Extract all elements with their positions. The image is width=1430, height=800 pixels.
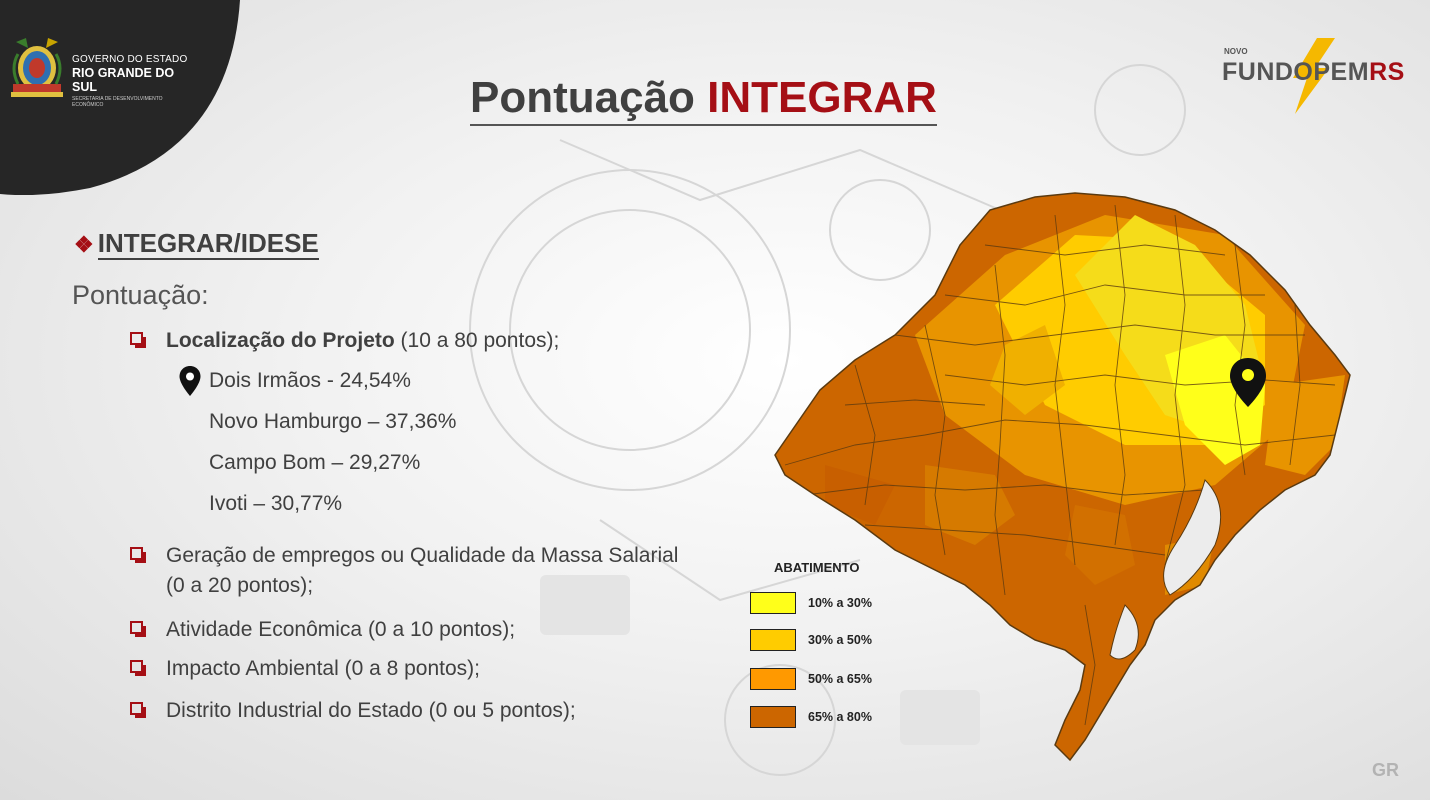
legend-swatch bbox=[750, 668, 796, 690]
map-pin-icon bbox=[1230, 358, 1266, 407]
fundopem-logo: NOVO FUNDOPEMRS bbox=[1222, 38, 1422, 118]
footer-mark: GR bbox=[1372, 760, 1399, 780]
list-item-localizacao: Localização do Projeto (10 a 80 pontos); bbox=[130, 326, 559, 356]
lightning-bolt-icon bbox=[1293, 38, 1335, 114]
header-corner-shape bbox=[0, 0, 240, 195]
brand-name: FUNDOPEMRS bbox=[1222, 58, 1405, 86]
legend-swatch bbox=[750, 592, 796, 614]
legend-label: 65% a 80% bbox=[808, 710, 872, 724]
list-item-atividade: Atividade Econômica (0 a 10 pontos); bbox=[130, 615, 515, 645]
item2-line1: Geração de empregos ou Qualidade da Mass… bbox=[166, 544, 679, 567]
title-main: Pontuação bbox=[470, 73, 708, 122]
pontuacao-label: Pontuação: bbox=[72, 280, 209, 310]
legend-label: 10% a 30% bbox=[808, 596, 872, 610]
legend-swatch bbox=[750, 629, 796, 651]
gov-line-2: RIO GRANDE DO SUL bbox=[72, 66, 175, 94]
checkbox-bullet-icon bbox=[130, 621, 146, 637]
legend-label: 30% a 50% bbox=[808, 633, 872, 647]
section-title: INTEGRAR/IDESE bbox=[97, 228, 319, 260]
item4-text: Impacto Ambiental (0 a 8 pontos); bbox=[166, 657, 481, 680]
gov-line-1: GOVERNO DO ESTADO bbox=[72, 54, 188, 65]
legend-title: ABATIMENTO bbox=[774, 560, 860, 575]
page-title: Pontuação INTEGRAR bbox=[470, 72, 937, 126]
brand-novo: NOVO bbox=[1224, 47, 1248, 56]
gov-line-3: SECRETARIA DE DESENVOLVIMENTO ECONÔMICO bbox=[72, 96, 163, 108]
item5-text: Distrito Industrial do Estado (0 ou 5 po… bbox=[166, 699, 576, 722]
city-novo-hamburgo: Novo Hamburgo – 37,36% bbox=[209, 410, 457, 433]
government-logo: GOVERNO DO ESTADO RIO GRANDE DO SUL SECR… bbox=[8, 34, 198, 114]
legend-swatch bbox=[750, 706, 796, 728]
legend-label: 50% a 65% bbox=[808, 672, 872, 686]
rs-state-map bbox=[774, 192, 1351, 762]
diamond-cluster-icon: ❖ bbox=[74, 232, 94, 257]
item3-text: Atividade Econômica (0 a 10 pontos); bbox=[166, 618, 516, 641]
city-dois-irmaos: Dois Irmãos - 24,54% bbox=[209, 369, 411, 392]
checkbox-bullet-icon bbox=[130, 660, 146, 676]
item1-bold: Localização do Projeto bbox=[166, 329, 395, 352]
checkbox-bullet-icon bbox=[130, 547, 146, 563]
checkbox-bullet-icon bbox=[130, 332, 146, 348]
map-pin-icon bbox=[179, 366, 201, 396]
section-heading: ❖ INTEGRAR/IDESE bbox=[74, 228, 319, 260]
title-highlight: INTEGRAR bbox=[707, 73, 937, 122]
item2-line2: (0 a 20 pontos); bbox=[166, 574, 314, 597]
list-item-impacto: Impacto Ambiental (0 a 8 pontos); bbox=[130, 654, 480, 684]
coat-of-arms-icon bbox=[11, 38, 63, 97]
list-item-distrito: Distrito Industrial do Estado (0 ou 5 po… bbox=[130, 696, 576, 726]
city-campo-bom: Campo Bom – 29,27% bbox=[209, 451, 421, 474]
list-item-geracao: Geração de empregos ou Qualidade da Mass… bbox=[130, 541, 678, 601]
city-ivoti: Ivoti – 30,77% bbox=[209, 492, 343, 515]
item1-rest: (10 a 80 pontos); bbox=[394, 329, 560, 352]
checkbox-bullet-icon bbox=[130, 702, 146, 718]
map-legend: ABATIMENTO 10% a 30% 30% a 50% 50% a 65%… bbox=[750, 560, 910, 740]
